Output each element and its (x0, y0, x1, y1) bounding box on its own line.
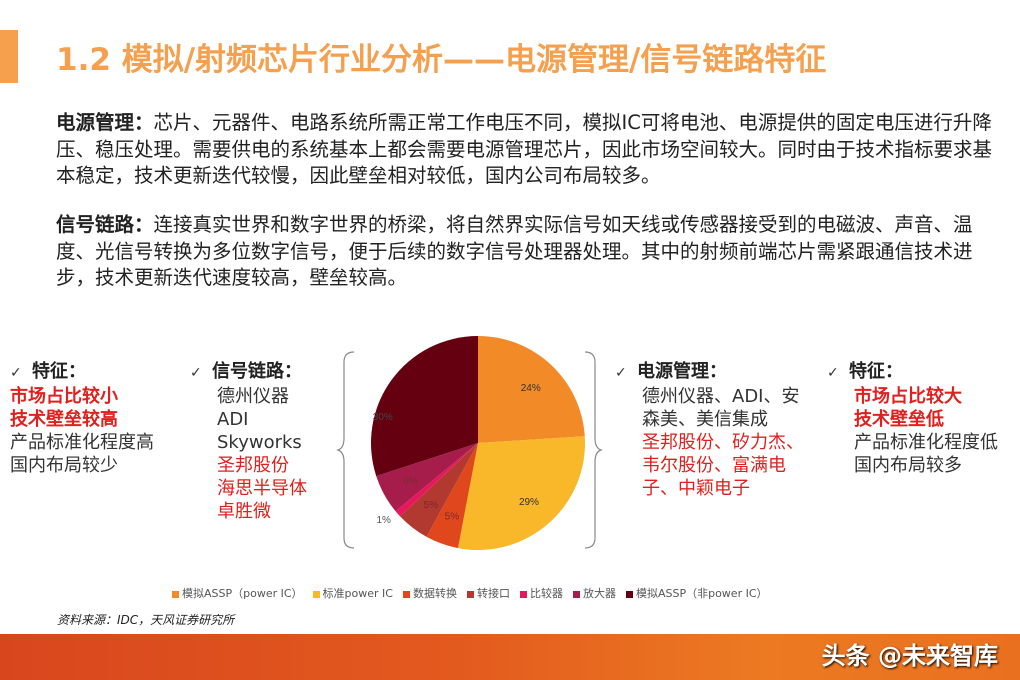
company: ADI (217, 409, 249, 430)
left-brace-icon (336, 351, 355, 549)
power-management-label: 电源管理： (56, 111, 154, 134)
signal-chain-paragraph: 信号链路：连接真实世界和数字世界的桥梁，将自然界实际信号如天线或传感器接受到的电… (56, 212, 1001, 292)
legend-item: 标准power IC (312, 585, 393, 601)
legend-swatch-icon (519, 590, 527, 598)
check-icon: ✓ (190, 365, 202, 381)
footer-bar (0, 634, 1020, 680)
legend-swatch-icon (625, 590, 633, 598)
legend-swatch-icon (312, 590, 320, 598)
pie-data-label: 5% (445, 511, 460, 522)
legend-item: 数据转换 (402, 585, 457, 601)
check-icon: ✓ (827, 365, 839, 381)
signal-chain-head: 信号链路： (212, 361, 302, 382)
company: 德州仪器 (217, 386, 289, 407)
pie-data-label: 1% (377, 515, 392, 526)
title-accent-bar (0, 30, 18, 83)
right-features-head: 特征： (849, 361, 903, 382)
feature-line: 国内布局较少 (10, 455, 118, 476)
check-icon: ✓ (615, 365, 627, 381)
legend-swatch-icon (402, 590, 410, 598)
pie-data-label: 6% (403, 476, 418, 487)
company: Skyworks (217, 432, 302, 453)
power-management-companies: ✓ 电源管理： 德州仪器、ADI、安森美、美信集成 圣邦股份、矽力杰、韦尔股份、富… (615, 360, 815, 500)
legend-item: 比较器 (519, 585, 563, 601)
pie-slice (395, 443, 478, 517)
company: 卓胜微 (217, 501, 271, 522)
source-note: 资料来源：IDC，天风证券研究所 (57, 613, 235, 627)
pie-data-label: 24% (521, 383, 541, 394)
pie-slice (371, 336, 478, 477)
pie-data-label: 30% (373, 412, 393, 423)
right-brace-icon (584, 351, 603, 549)
pie-slice (400, 443, 478, 537)
feature-line: 市场占比较大 (854, 386, 962, 407)
legend-item: 放大器 (572, 585, 616, 601)
power-management-text: 芯片、元器件、电路系统所需正常工作电压不同，模拟IC可将电池、电源提供的固定电压… (56, 111, 993, 187)
legend-swatch-icon (572, 590, 580, 598)
feature-line: 产品标准化程度低 (854, 432, 998, 453)
legend-label: 转接口 (476, 587, 510, 600)
feature-line: 技术壁垒低 (854, 409, 944, 430)
left-features: ✓ 特征： 市场占比较小 技术壁垒较高 产品标准化程度高 国内布局较少 (10, 360, 154, 477)
company-list: 德州仪器、ADI、安森美、美信集成 (642, 386, 800, 430)
left-features-head: 特征： (32, 361, 86, 382)
signal-chain-text: 连接真实世界和数字世界的桥梁，将自然界实际信号如天线或传感器接受到的电磁波、声音… (56, 213, 973, 289)
company: 海思半导体 (217, 478, 307, 499)
power-management-head: 电源管理： (637, 361, 727, 382)
pie-slice (457, 436, 585, 550)
legend-label: 模拟ASSP（非power IC） (635, 587, 768, 600)
check-icon: ✓ (10, 365, 22, 381)
legend-label: 标准power IC (322, 587, 393, 600)
signal-chain-label: 信号链路： (56, 213, 154, 236)
watermark: 头条 @未来智库 (821, 642, 998, 670)
legend-label: 模拟ASSP（power IC） (182, 587, 303, 600)
pie-slice (426, 443, 478, 549)
legend-item: 模拟ASSP（非power IC） (625, 585, 768, 601)
market-share-pie-chart: 24% 29% 5% 5% 1% 6% 30% (371, 336, 585, 550)
right-features: ✓ 特征： 市场占比较大 技术壁垒低 产品标准化程度低 国内布局较多 (827, 360, 998, 477)
legend-label: 数据转换 (412, 587, 457, 600)
legend-item: 模拟ASSP（power IC） (172, 585, 303, 601)
legend-label: 放大器 (582, 587, 616, 600)
chart-legend: 模拟ASSP（power IC） 标准power IC 数据转换 转接口 比较器 放大器 模… (172, 585, 778, 601)
legend-swatch-icon (172, 590, 179, 598)
company-list-domestic: 圣邦股份、矽力杰、韦尔股份、富满电子、中颖电子 (642, 432, 804, 499)
pie-data-label: 29% (519, 497, 539, 508)
pie-data-label: 5% (424, 500, 439, 511)
legend-label: 比较器 (529, 587, 563, 600)
signal-chain-companies: ✓ 信号链路： 德州仪器 ADI Skyworks 圣邦股份 海思半导体 卓胜微 (190, 360, 307, 523)
feature-line: 市场占比较小 (10, 386, 118, 407)
pie-slice (478, 336, 585, 443)
legend-swatch-icon (466, 590, 474, 598)
legend-item: 转接口 (466, 585, 510, 601)
power-management-paragraph: 电源管理：芯片、元器件、电路系统所需正常工作电压不同，模拟IC可将电池、电源提供… (56, 110, 1001, 190)
pie-slice (376, 443, 478, 512)
feature-line: 技术壁垒较高 (10, 409, 118, 430)
page-title: 1.2 模拟/射频芯片行业分析——电源管理/信号链路特征 (56, 42, 827, 78)
company: 圣邦股份 (217, 455, 289, 476)
feature-line: 国内布局较多 (854, 455, 962, 476)
feature-line: 产品标准化程度高 (10, 432, 154, 453)
